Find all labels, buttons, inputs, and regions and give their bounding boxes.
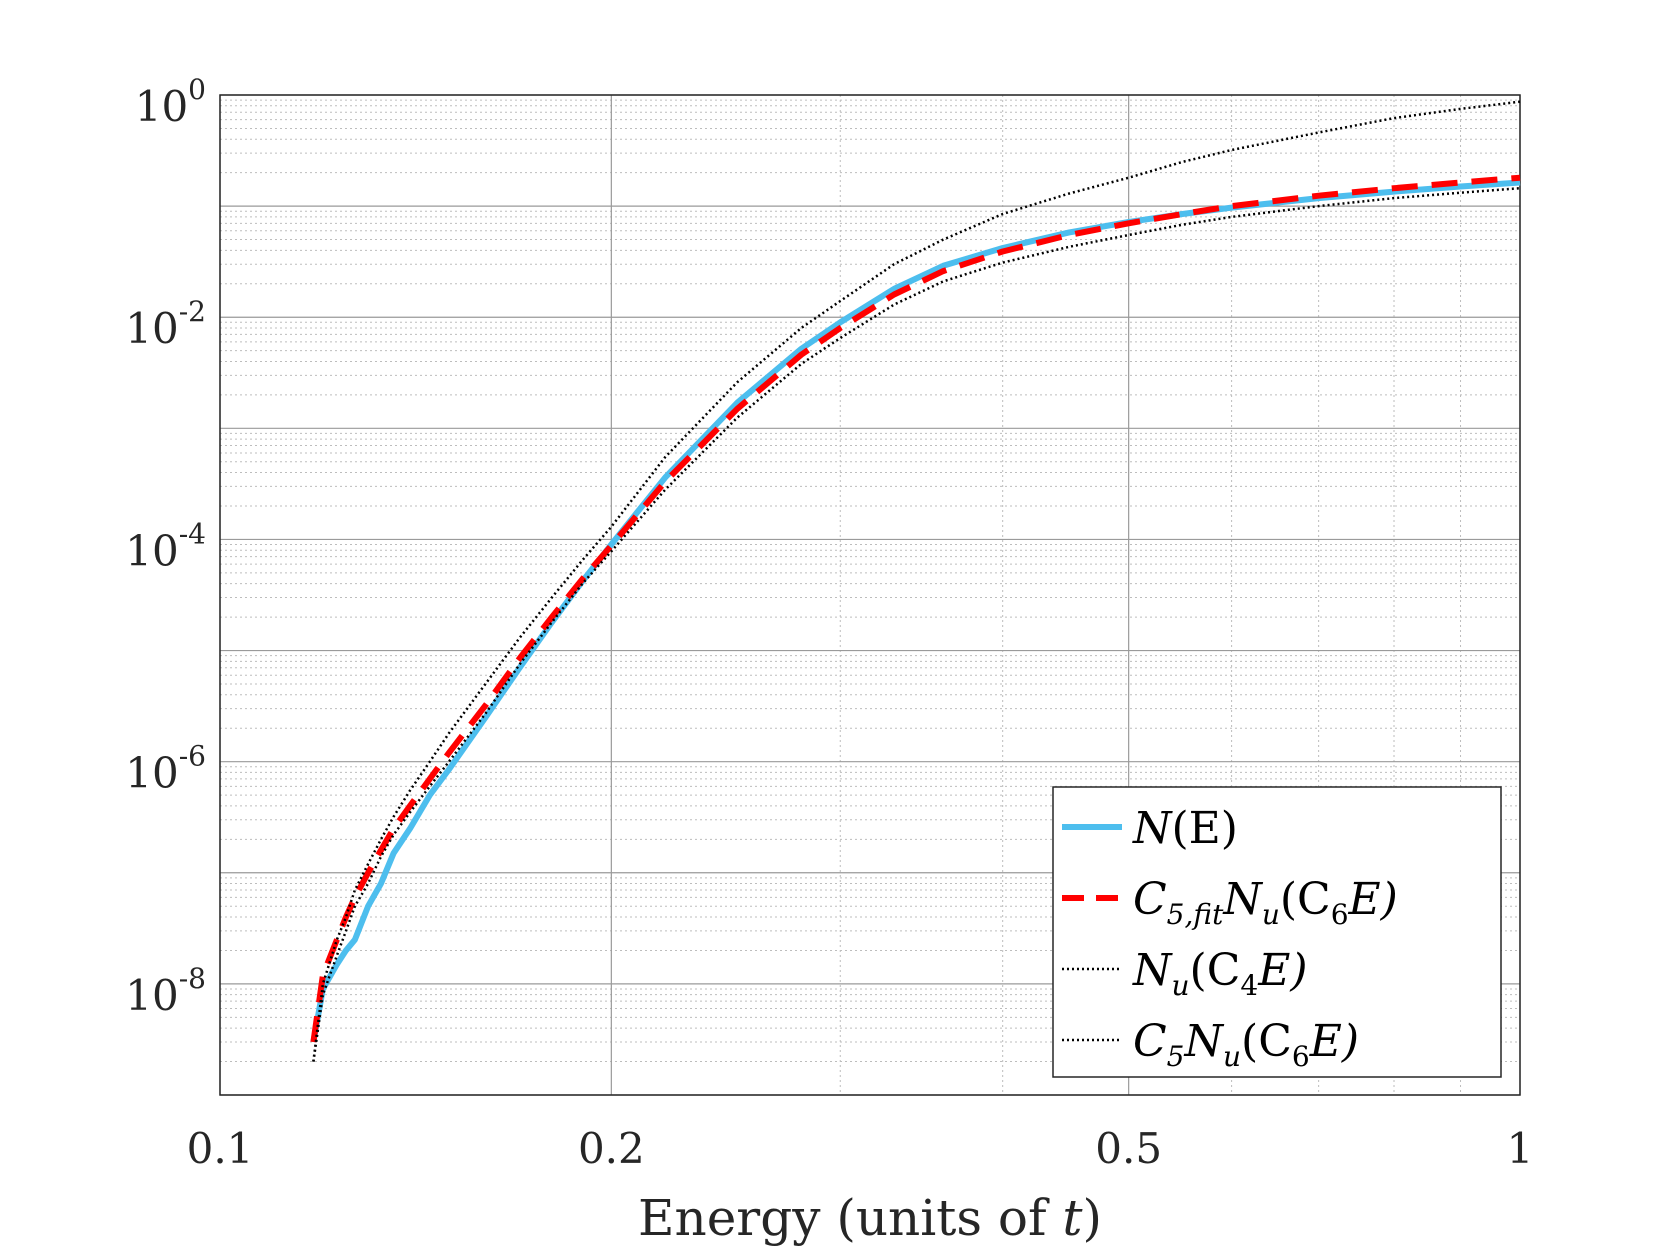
plot-area-frame (219, 94, 1521, 1096)
x-tick-label: 0.1 (187, 1124, 254, 1173)
series-line-3 (312, 186, 1521, 1062)
legend-box (1052, 786, 1502, 1078)
legend-label-c5-nu-c6: C5Nu(C6E) (1133, 1016, 1359, 1073)
series-line-0 (310, 179, 1521, 1043)
legend: N(E) C5,fitNu(C6E) Nu(C4E) C5Nu(C6E) (1052, 786, 1502, 1078)
series-line-1 (310, 174, 1521, 1043)
series-layer (310, 100, 1521, 1062)
x-axis-ticks: 0.1 0.2 0.5 1 (187, 1124, 1534, 1173)
y-tick-label: 100 (135, 73, 206, 131)
legend-label-c5fit: C5,fitNu(C6E) (1133, 874, 1398, 931)
y-tick-label: 10-8 (125, 962, 206, 1020)
x-tick-label: 1 (1507, 1124, 1534, 1173)
x-tick-label: 0.2 (578, 1124, 645, 1173)
y-tick-label: 10-2 (125, 295, 206, 353)
grid-minor (220, 95, 1520, 1095)
x-tick-label: 0.5 (1095, 1124, 1162, 1173)
y-tick-label: 10-4 (125, 517, 206, 575)
legend-label-n-e: N(E) (1132, 803, 1238, 854)
y-tick-label: 10-6 (125, 740, 206, 798)
x-axis-title: Energy (units of t) (638, 1189, 1102, 1247)
series-line-2 (312, 100, 1521, 1062)
y-axis-ticks: 100 10-2 10-4 10-6 10-8 (125, 73, 206, 1020)
legend-label-nu-c4: Nu(C4E) (1132, 945, 1308, 1002)
